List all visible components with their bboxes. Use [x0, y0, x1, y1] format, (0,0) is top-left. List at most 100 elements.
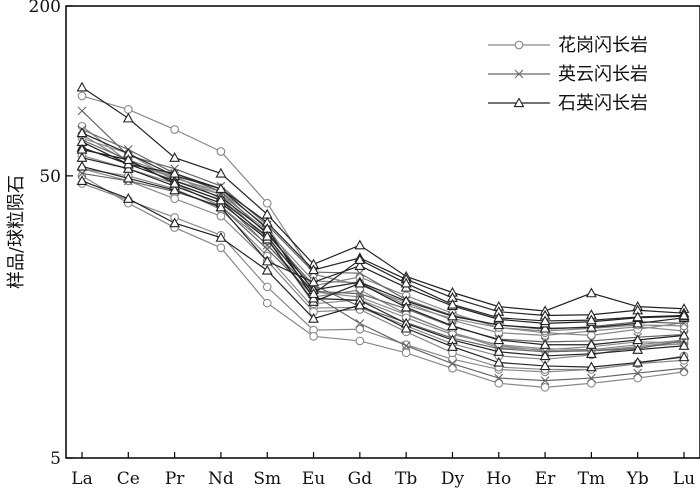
cross-stroke — [448, 359, 457, 369]
data-point-triangle — [585, 321, 597, 332]
data-point-circle — [216, 147, 226, 156]
cross-stroke — [262, 244, 272, 254]
data-point-cross — [494, 373, 504, 383]
data-point-circle — [216, 211, 226, 221]
data-point-triangle — [169, 167, 181, 178]
data-point-cross — [679, 363, 689, 373]
data-point-triangle — [493, 356, 505, 367]
data-point-triangle — [539, 322, 551, 333]
data-point-triangle — [632, 356, 644, 367]
x-tick-label: Nd — [208, 469, 234, 489]
data-point-triangle — [539, 350, 551, 361]
data-point-triangle — [632, 344, 644, 354]
data-point-circle — [123, 105, 133, 114]
x-tick-label: Eu — [302, 469, 325, 489]
data-point-circle — [540, 382, 550, 392]
data-point-triangle — [678, 309, 690, 320]
data-point-triangle — [76, 175, 88, 186]
series-line-group — [76, 127, 690, 320]
x-tick-label: Er — [535, 469, 556, 489]
data-point-triangle — [169, 177, 181, 188]
data-point-triangle — [400, 301, 412, 312]
data-point-circle — [401, 348, 411, 358]
data-point-triangle — [632, 317, 644, 328]
x-axis-ticks: La Ce Pr Nd Sm Eu Gd Tb Dy Ho Er Tm Yb Lu — [71, 452, 695, 489]
data-point-cross — [448, 359, 457, 369]
plot-frame — [65, 5, 700, 459]
series-line — [81, 168, 685, 371]
series-line — [81, 132, 685, 317]
series-line — [81, 165, 685, 324]
data-point-circle — [355, 336, 365, 346]
y-tick-label: 200 — [29, 0, 61, 17]
series-line-group — [77, 121, 689, 336]
data-point-triangle — [513, 97, 525, 108]
data-point-triangle — [215, 183, 227, 193]
series-line-group — [77, 164, 689, 364]
data-point-circle — [587, 378, 596, 388]
data-point-triangle — [354, 260, 366, 270]
x-tick-label: Ho — [486, 469, 511, 489]
data-point-cross — [633, 368, 643, 378]
series-line-group — [76, 136, 690, 361]
data-point-triangle — [400, 322, 412, 333]
data-point-circle — [216, 243, 226, 253]
data-point-triangle — [261, 264, 273, 275]
cross-stroke — [355, 268, 365, 278]
legend-entry: 花岗闪长岩 — [488, 35, 648, 56]
cross-stroke — [679, 363, 689, 373]
data-point-triangle — [354, 299, 366, 310]
data-point-triangle — [354, 239, 366, 250]
series-line — [81, 86, 685, 312]
data-point-circle — [679, 367, 689, 377]
data-point-triangle — [354, 254, 366, 264]
data-point-triangle — [585, 314, 597, 325]
series-line-group — [76, 175, 690, 372]
data-point-cross — [355, 318, 365, 328]
data-point-triangle — [585, 361, 597, 372]
legend-entry: 英云闪长岩 — [488, 64, 648, 85]
data-point-triangle — [308, 312, 319, 323]
data-point-triangle — [447, 298, 458, 309]
data-point-cross — [586, 373, 596, 383]
data-point-triangle — [76, 143, 88, 154]
data-point-triangle — [678, 340, 690, 350]
x-tick-label: Ce — [117, 469, 140, 489]
data-point-triangle — [447, 320, 458, 331]
series-line — [81, 155, 685, 351]
x-tick-label: Lu — [673, 469, 695, 489]
data-point-cross — [262, 244, 272, 254]
data-point-circle — [170, 194, 179, 204]
data-point-triangle — [632, 311, 644, 322]
series-line — [81, 157, 685, 346]
data-point-triangle — [215, 232, 227, 242]
y-axis-ticks: 200 50 5 — [29, 0, 73, 469]
legend-label: 英云闪长岩 — [558, 64, 648, 85]
data-point-cross — [540, 376, 550, 386]
data-point-triangle — [169, 217, 181, 228]
series-line — [81, 175, 685, 388]
data-point-triangle — [122, 193, 134, 203]
data-point-triangle — [493, 312, 505, 322]
cross-stroke — [514, 69, 524, 79]
data-point-triangle — [447, 310, 458, 321]
x-tick-label: Yb — [626, 469, 649, 489]
data-point-triangle — [539, 315, 551, 326]
data-point-triangle — [169, 184, 181, 195]
x-tick-label: Tb — [395, 469, 417, 489]
data-point-triangle — [447, 341, 458, 351]
series-line-group — [76, 141, 690, 333]
cross-stroke — [77, 169, 87, 178]
data-point-circle — [262, 198, 272, 208]
series-line — [81, 141, 685, 357]
data-point-cross — [77, 169, 87, 178]
data-point-circle — [309, 331, 318, 341]
data-point-circle — [262, 282, 272, 292]
data-point-triangle — [539, 339, 551, 349]
data-point-triangle — [354, 277, 366, 288]
data-point-cross — [514, 69, 524, 79]
data-point-triangle — [678, 351, 690, 362]
cross-stroke — [77, 106, 87, 116]
y-tick-label: 50 — [39, 167, 61, 187]
